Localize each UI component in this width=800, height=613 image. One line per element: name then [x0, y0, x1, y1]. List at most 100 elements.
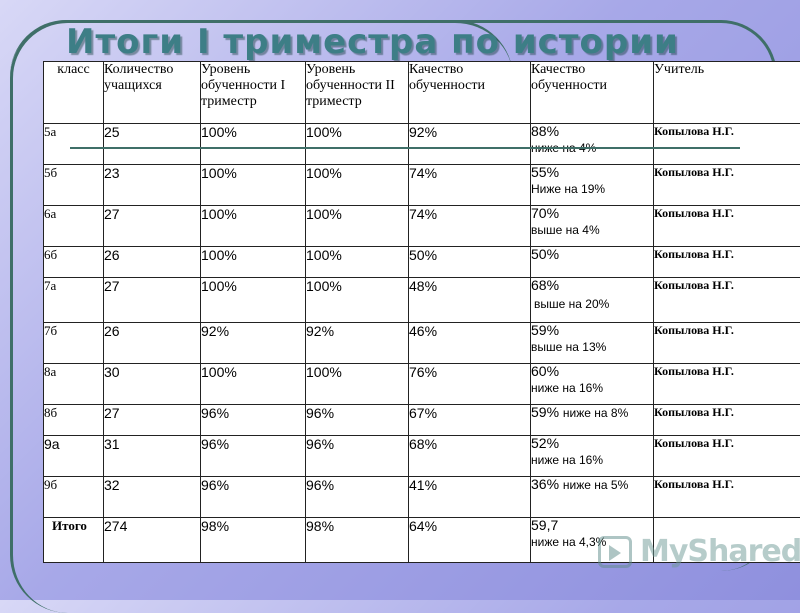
- table-row: 7б 26 92% 92% 46% 59%выше на 13% Копылов…: [44, 323, 800, 364]
- table-row: 8б 27 96% 96% 67% 59% ниже на 8% Копылов…: [44, 405, 800, 436]
- cell-level-1: 100%: [201, 278, 306, 323]
- table-row: 7а 27 100% 100% 48% 68%выше на 20% Копыл…: [44, 278, 800, 323]
- cell-teacher: Копылова Н.Г.: [654, 477, 800, 518]
- cell-students: 274: [104, 518, 201, 563]
- header-quality-1: Качество обученности: [409, 62, 531, 124]
- cell-students: 25: [104, 124, 201, 165]
- page-title: Итоги I триместра по истории: [66, 22, 679, 62]
- quality-value: 59%: [531, 404, 559, 420]
- quality-value: 59%: [531, 322, 559, 338]
- table-row: 6а 27 100% 100% 74% 70% выше на 4% Копыло…: [44, 206, 800, 247]
- cell-teacher: Копылова Н.Г.: [654, 323, 800, 364]
- quality-value: 88%: [531, 123, 559, 139]
- cell-students: 30: [104, 364, 201, 405]
- cell-level-1: 100%: [201, 206, 306, 247]
- quality-value: 70%: [531, 205, 559, 221]
- quality-note: выше на 4%: [531, 223, 653, 237]
- cell-teacher: Копылова Н.Г.: [654, 436, 800, 477]
- results-table: класс Количество учащихся Уровень обучен…: [43, 61, 800, 563]
- quality-note: выше на 13%: [531, 340, 653, 354]
- cell-level-1: 100%: [201, 364, 306, 405]
- header-teacher: Учитель: [654, 62, 800, 124]
- cell-quality-1: 67%: [409, 405, 531, 436]
- cell-quality-1: 74%: [409, 206, 531, 247]
- cell-level-2: 100%: [306, 165, 409, 206]
- cell-level-1: 96%: [201, 405, 306, 436]
- cell-quality-2: 50%: [531, 247, 654, 278]
- table-row: 5а 25 100% 100% 92% 88%ниже на 4% Копыло…: [44, 124, 800, 165]
- quality-value: 68%: [531, 277, 559, 293]
- header-students: Количество учащихся: [104, 62, 201, 124]
- cell-class: 8а: [44, 364, 104, 405]
- cell-level-1: 92%: [201, 323, 306, 364]
- cell-quality-1: 46%: [409, 323, 531, 364]
- cell-level-2: 98%: [306, 518, 409, 563]
- cell-students: 27: [104, 278, 201, 323]
- cell-class: 7б: [44, 323, 104, 364]
- quality-note: ниже на 5%: [563, 478, 628, 492]
- quality-value: 59,7: [531, 517, 558, 533]
- table-row: 8а 30 100% 100% 76% 60% ниже на 16% Копыл…: [44, 364, 800, 405]
- quality-note: Ниже на 19%: [531, 182, 653, 196]
- cell-class: 5б: [44, 165, 104, 206]
- cell-level-1: 96%: [201, 477, 306, 518]
- cell-teacher: Копылова Н.Г.: [654, 278, 800, 323]
- cell-level-2: 96%: [306, 436, 409, 477]
- cell-class: 9б: [44, 477, 104, 518]
- table-row: 5б 23 100% 100% 74% 55%Ниже на 19% Копыл…: [44, 165, 800, 206]
- cell-level-2: 96%: [306, 405, 409, 436]
- cell-quality-1: 92%: [409, 124, 531, 165]
- table-row: 6б 26 100% 100% 50% 50% Копылова Н.Г.: [44, 247, 800, 278]
- cell-class: 8б: [44, 405, 104, 436]
- cell-quality-2: 59% ниже на 8%: [531, 405, 654, 436]
- table-row: 9а 31 96% 96% 68% 52% ниже на 16% Копылов…: [44, 436, 800, 477]
- decorative-line: [70, 147, 740, 149]
- quality-note: выше на 20%: [531, 297, 653, 311]
- cell-level-2: 100%: [306, 124, 409, 165]
- cell-quality-2: 68% выше на 20%: [531, 278, 654, 323]
- cell-level-1: 100%: [201, 247, 306, 278]
- quality-note: ниже на 16%: [531, 381, 653, 395]
- quality-value: 55%: [531, 164, 559, 180]
- header-class: класс: [44, 62, 104, 124]
- cell-students: 26: [104, 247, 201, 278]
- quality-value: 50%: [531, 246, 559, 262]
- cell-quality-1: 68%: [409, 436, 531, 477]
- table-row: 9б 32 96% 96% 41% 36% ниже на 5% Копылов…: [44, 477, 800, 518]
- quality-value: 52%: [531, 435, 559, 451]
- cell-students: 31: [104, 436, 201, 477]
- cell-level-1: 96%: [201, 436, 306, 477]
- quality-value: 60%: [531, 363, 559, 379]
- cell-students: 23: [104, 165, 201, 206]
- cell-level-2: 96%: [306, 477, 409, 518]
- cell-class: 7а: [44, 278, 104, 323]
- quality-note: ниже на 16%: [531, 453, 653, 467]
- cell-students: 32: [104, 477, 201, 518]
- cell-level-1: 98%: [201, 518, 306, 563]
- cell-level-1: 100%: [201, 124, 306, 165]
- cell-class: 6а: [44, 206, 104, 247]
- cell-teacher: Копылова Н.Г.: [654, 405, 800, 436]
- cell-quality-1: 64%: [409, 518, 531, 563]
- cell-level-2: 100%: [306, 247, 409, 278]
- header-quality-2: Качество обученности: [531, 62, 654, 124]
- cell-quality-1: 76%: [409, 364, 531, 405]
- cell-class: 9а: [44, 436, 104, 477]
- play-icon: [598, 536, 632, 568]
- cell-level-2: 100%: [306, 278, 409, 323]
- cell-class: Итого: [44, 518, 104, 563]
- cell-quality-1: 74%: [409, 165, 531, 206]
- cell-quality-2: 36% ниже на 5%: [531, 477, 654, 518]
- cell-quality-2: 60% ниже на 16%: [531, 364, 654, 405]
- cell-quality-2: 70% выше на 4%: [531, 206, 654, 247]
- cell-teacher: Копылова Н.Г.: [654, 206, 800, 247]
- cell-quality-1: 50%: [409, 247, 531, 278]
- cell-teacher: Копылова Н.Г.: [654, 364, 800, 405]
- cell-level-2: 100%: [306, 364, 409, 405]
- cell-level-2: 100%: [306, 206, 409, 247]
- watermark-text: MyShared: [640, 534, 800, 569]
- cell-students: 27: [104, 206, 201, 247]
- cell-teacher: Копылова Н.Г.: [654, 165, 800, 206]
- cell-students: 26: [104, 323, 201, 364]
- cell-quality-2: 59% выше на 13%: [531, 323, 654, 364]
